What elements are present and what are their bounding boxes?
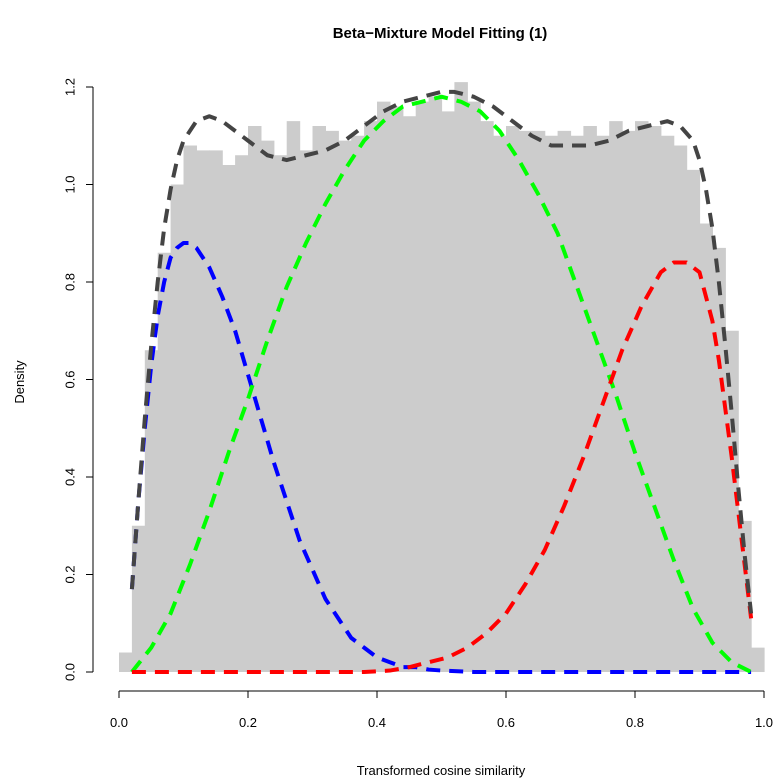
- histogram-bar: [518, 130, 533, 672]
- histogram-bar: [583, 126, 597, 672]
- histogram-bar: [531, 130, 546, 672]
- histogram-bar: [493, 135, 507, 672]
- density-curves: [129, 89, 754, 674]
- histogram-bar: [273, 155, 288, 672]
- histogram-bar: [635, 121, 649, 673]
- x-tick-label: 1.0: [755, 715, 773, 730]
- histogram-bar: [738, 520, 752, 673]
- histogram-bar: [699, 223, 713, 672]
- x-tick-label: 0.0: [110, 715, 128, 730]
- histogram-bar: [480, 121, 494, 673]
- y-tick-label: 1.2: [62, 78, 77, 96]
- x-axis: 0.0 0.2 0.4 0.6 0.8 1.0: [110, 690, 773, 730]
- histogram-bar: [299, 150, 314, 673]
- histogram-bar: [454, 82, 468, 673]
- histogram-bar: [686, 169, 701, 672]
- component-3-curve: [131, 260, 754, 674]
- histogram-bar: [647, 126, 662, 672]
- histogram-bar: [338, 140, 352, 672]
- mixture-total-curve: [129, 89, 754, 614]
- x-tick-label: 0.6: [497, 715, 515, 730]
- x-axis-label: Transformed cosine similarity: [357, 763, 526, 778]
- y-tick-label: 1.0: [62, 175, 77, 193]
- y-tick-label: 0.2: [62, 565, 77, 583]
- y-tick-label: 0.6: [62, 370, 77, 388]
- histogram-bar: [183, 145, 197, 672]
- histogram-bar: [325, 130, 339, 672]
- histogram-bar: [260, 140, 275, 672]
- histogram-bar: [506, 126, 520, 672]
- histogram-bar: [119, 652, 133, 672]
- histogram-bar: [170, 184, 185, 672]
- histogram-bar: [712, 247, 726, 673]
- histogram-bar: [467, 101, 481, 673]
- component-1-curve: [129, 241, 752, 674]
- histogram-bar: [312, 126, 326, 672]
- histogram-bar: [609, 121, 623, 673]
- histogram-bar: [428, 96, 443, 672]
- chart-title: Beta−Mixture Model Fitting (1): [333, 25, 548, 42]
- x-tick-label: 0.8: [626, 715, 644, 730]
- histogram-bar: [402, 116, 417, 672]
- histogram-bar: [131, 525, 146, 672]
- histogram-bar: [222, 165, 236, 672]
- y-tick-label: 0.8: [62, 273, 77, 291]
- histogram-bar: [673, 145, 688, 672]
- histogram-bar: [415, 101, 430, 673]
- histogram: [119, 82, 765, 673]
- histogram-bar: [196, 150, 210, 673]
- y-axis-label: Density: [12, 360, 27, 404]
- x-tick-label: 0.4: [368, 715, 386, 730]
- histogram-bar: [377, 101, 391, 673]
- histogram-bar: [660, 135, 675, 672]
- histogram-bar: [351, 135, 365, 672]
- histogram-bar: [389, 106, 404, 672]
- y-tick-label: 0.0: [62, 663, 77, 681]
- y-axis: 0.0 0.2 0.4 0.6 0.8 1.0 1.2: [62, 78, 94, 681]
- x-tick-label: 0.2: [239, 715, 257, 730]
- histogram-bar: [751, 647, 765, 673]
- component-2-curve: [130, 94, 752, 674]
- histogram-bar: [570, 135, 584, 672]
- y-tick-label: 0.4: [62, 468, 77, 486]
- histogram-bar: [544, 135, 559, 672]
- histogram-bar: [286, 121, 301, 673]
- histogram-bar: [364, 121, 378, 673]
- histogram-bar: [725, 330, 739, 672]
- histogram-bar: [157, 252, 172, 672]
- histogram-bar: [209, 150, 223, 673]
- histogram-bar: [622, 130, 636, 672]
- histogram-bar: [557, 130, 572, 672]
- histogram-bar: [144, 350, 159, 672]
- histogram-bar: [441, 111, 455, 673]
